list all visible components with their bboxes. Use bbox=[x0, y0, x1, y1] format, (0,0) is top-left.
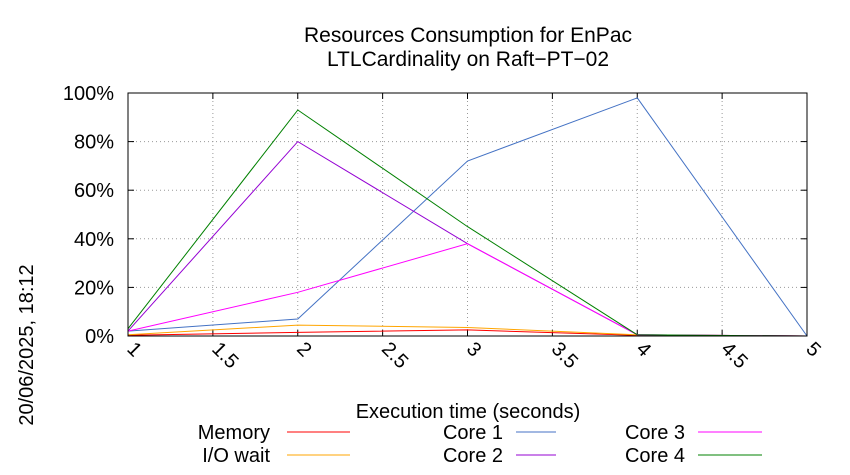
timestamp: 20/06/2025, 18:12 bbox=[16, 264, 38, 425]
legend-label-core-3: Core 3 bbox=[625, 422, 685, 444]
series-line-core-1 bbox=[127, 97, 808, 337]
legend-label-i-o-wait: I/O wait bbox=[202, 445, 270, 467]
chart-title-line-2: LTLCardinality on Raft−PT−02 bbox=[327, 48, 609, 71]
x-tick-label: 4 bbox=[632, 338, 655, 361]
y-tick-label: 100% bbox=[63, 83, 114, 105]
x-tick-label: 3 bbox=[462, 338, 485, 361]
y-tick-label: 0% bbox=[85, 326, 114, 348]
series-line-core-4 bbox=[127, 109, 808, 337]
x-axis-ticks: 1 1.5 2 2.5 3 3.5 4 4.5 5 bbox=[122, 93, 825, 373]
legend-label-core-1: Core 1 bbox=[443, 422, 503, 444]
x-tick-label: 2 bbox=[292, 338, 315, 361]
grid-lines bbox=[128, 93, 807, 336]
x-tick-label: 5 bbox=[801, 338, 824, 361]
y-tick-label: 80% bbox=[74, 132, 114, 154]
x-axis-label: Execution time (seconds) bbox=[356, 401, 581, 423]
x-tick-label: 1 bbox=[122, 338, 145, 361]
x-tick-label: 1.5 bbox=[207, 338, 242, 373]
plot-series bbox=[127, 97, 808, 337]
chart-title-line-1: Resources Consumption for EnPac bbox=[304, 24, 632, 47]
y-tick-label: 60% bbox=[74, 180, 114, 202]
x-tick-label: 2.5 bbox=[377, 338, 412, 373]
legend-label-core-4: Core 4 bbox=[625, 445, 685, 467]
series-line-core-2 bbox=[127, 140, 808, 337]
y-tick-label: 40% bbox=[74, 229, 114, 251]
x-tick-label: 3.5 bbox=[547, 338, 582, 373]
legend-label-core-2: Core 2 bbox=[443, 445, 503, 467]
legend-label-memory: Memory bbox=[198, 422, 270, 444]
plot-area-border bbox=[127, 92, 808, 337]
x-tick-label: 4.5 bbox=[717, 338, 752, 373]
y-axis-ticks: 0% 20% 40% 60% 80% 100% bbox=[63, 83, 807, 348]
y-tick-label: 20% bbox=[74, 277, 114, 299]
